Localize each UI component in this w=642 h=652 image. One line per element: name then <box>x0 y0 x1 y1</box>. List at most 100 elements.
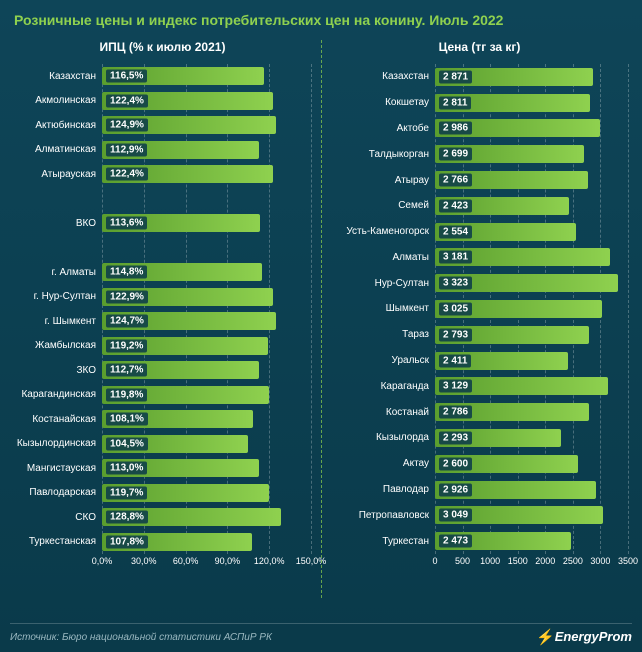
row-label: Семей <box>327 200 435 211</box>
row-label: Нур-Султан <box>327 278 435 289</box>
bar-track: 112,7% <box>102 361 311 379</box>
chart-row: Алматы3 181 <box>327 245 628 271</box>
price-x-axis: 0500100015002000250030003500 <box>435 556 628 572</box>
bar-value: 122,9% <box>106 290 148 303</box>
chart-row: Алматинская 112,9% <box>10 138 311 163</box>
brand-bolt-icon: ⚡ <box>536 629 555 646</box>
chart-row: Туркестан 2 473 <box>327 528 628 554</box>
chart-row: Кызылординская104,5% <box>10 432 311 457</box>
brand-suffix: Prom <box>599 629 632 644</box>
x-tick-label: 120,0% <box>254 556 285 566</box>
row-label: Акмолинская <box>10 95 102 106</box>
price-chart-body: Казахстан2 871Кокшетау2 811Актобе2 986Та… <box>327 64 632 572</box>
bar-value: 107,8% <box>106 535 148 548</box>
bar-track: 107,8% <box>102 533 311 551</box>
chart-row: г. Нур-Султан122,9% <box>10 285 311 310</box>
row-label: Казахстан <box>10 71 102 82</box>
chart-row: Шымкент3 025 <box>327 296 628 322</box>
cpi-chart-body: Казахстан116,5%Акмолинская122,4%Актюбинс… <box>10 64 315 572</box>
chart-row: Караганда 3 129 <box>327 373 628 399</box>
chart-row: Актюбинская124,9% <box>10 113 311 138</box>
bar-value: 2 793 <box>439 328 472 341</box>
x-tick-label: 90,0% <box>215 556 241 566</box>
bar-value: 2 411 <box>439 354 471 367</box>
cpi-x-axis: 0,0%30,0%60,0%90,0%120,0%150,0% <box>102 556 311 572</box>
chart-row: Акмолинская 122,4% <box>10 89 311 114</box>
row-label: ВКО <box>10 218 102 229</box>
bar-value: 2 926 <box>439 483 472 496</box>
chart-row: Талдыкорган2 699 <box>327 141 628 167</box>
bar-track: 3 181 <box>435 248 628 266</box>
price-chart: Цена (тг за кг) Казахстан2 871Кокшетау2 … <box>321 40 632 598</box>
bar-value: 112,9% <box>106 143 147 156</box>
chart-row: Усть-Каменогорск2 554 <box>327 219 628 245</box>
x-tick-label: 3000 <box>590 556 610 566</box>
x-tick-label: 500 <box>455 556 470 566</box>
price-chart-title: Цена (тг за кг) <box>327 40 632 54</box>
chart-row: Атырау 2 766 <box>327 167 628 193</box>
bar-track: 108,1% <box>102 410 311 428</box>
x-tick-label: 1500 <box>508 556 528 566</box>
chart-row: Костанайская 108,1% <box>10 407 311 432</box>
row-label: Кокшетау <box>327 97 435 108</box>
chart-row: ЗКО 112,7% <box>10 358 311 383</box>
bar-value: 3 049 <box>439 509 472 522</box>
cpi-chart-title: ИПЦ (% к июлю 2021) <box>10 40 315 54</box>
price-bars: Казахстан2 871Кокшетау2 811Актобе2 986Та… <box>327 64 628 554</box>
bar-value: 2 600 <box>439 457 472 470</box>
bar-track: 2 293 <box>435 429 628 447</box>
bar-track: 122,9% <box>102 288 311 306</box>
chart-row: Кокшетау2 811 <box>327 90 628 116</box>
bar-value: 3 129 <box>439 380 472 393</box>
bar-track: 2 926 <box>435 481 628 499</box>
bar-value: 113,6% <box>106 217 147 230</box>
bar-track: 119,8% <box>102 386 311 404</box>
chart-row: Павлодарская119,7% <box>10 481 311 506</box>
row-label: Атырау <box>327 175 435 186</box>
chart-row: Казахстан116,5% <box>10 64 311 89</box>
grid-line <box>311 64 312 554</box>
brand-logo: ⚡EnergyProm <box>536 628 632 646</box>
bar-value: 3 025 <box>439 302 472 315</box>
row-label: г. Шымкент <box>10 316 102 327</box>
row-label: Костанайская <box>10 414 102 425</box>
bar-track: 122,4% <box>102 92 311 110</box>
source-text: Источник: Бюро национальной статистики А… <box>10 632 272 643</box>
row-label: Атырауская <box>10 169 102 180</box>
bar-value: 122,4% <box>106 94 148 107</box>
bar-track: 116,5% <box>102 67 311 85</box>
bar-value: 2 766 <box>439 174 472 187</box>
row-label: Павлодар <box>327 484 435 495</box>
bar-track: 128,8% <box>102 508 311 526</box>
row-label: Алматинская <box>10 144 102 155</box>
bar-value: 119,7% <box>106 486 147 499</box>
bar-value: 2 473 <box>439 535 472 548</box>
chart-row: Карагандинская119,8% <box>10 383 311 408</box>
bar-track: 113,6% <box>102 214 311 232</box>
bar-track: 122,4% <box>102 165 311 183</box>
bar-value: 112,7% <box>106 364 147 377</box>
row-label: Караганда <box>327 381 435 392</box>
bar-value: 108,1% <box>106 413 148 426</box>
chart-row: Семей2 423 <box>327 193 628 219</box>
chart-row: Кызылорда2 293 <box>327 425 628 451</box>
chart-row: Тараз2 793 <box>327 322 628 348</box>
bar-track: 3 049 <box>435 506 628 524</box>
row-label: г. Алматы <box>10 267 102 278</box>
x-tick-label: 2500 <box>563 556 583 566</box>
chart-row: Атырауская122,4% <box>10 162 311 187</box>
bar-track: 112,9% <box>102 141 311 159</box>
row-label: ЗКО <box>10 365 102 376</box>
row-label: Алматы <box>327 252 435 263</box>
row-label: Туркестан <box>327 536 435 547</box>
x-tick-label: 3500 <box>618 556 638 566</box>
bar-track: 3 025 <box>435 300 628 318</box>
bar-value: 2 554 <box>439 225 472 238</box>
bar-value: 2 786 <box>439 406 472 419</box>
bar-track: 119,7% <box>102 484 311 502</box>
bar-value: 2 871 <box>439 70 472 83</box>
chart-row: ВКО 113,6% <box>10 211 311 236</box>
bar-track: 2 699 <box>435 145 628 163</box>
x-tick-label: 2000 <box>535 556 555 566</box>
bar-value: 3 323 <box>439 277 472 290</box>
